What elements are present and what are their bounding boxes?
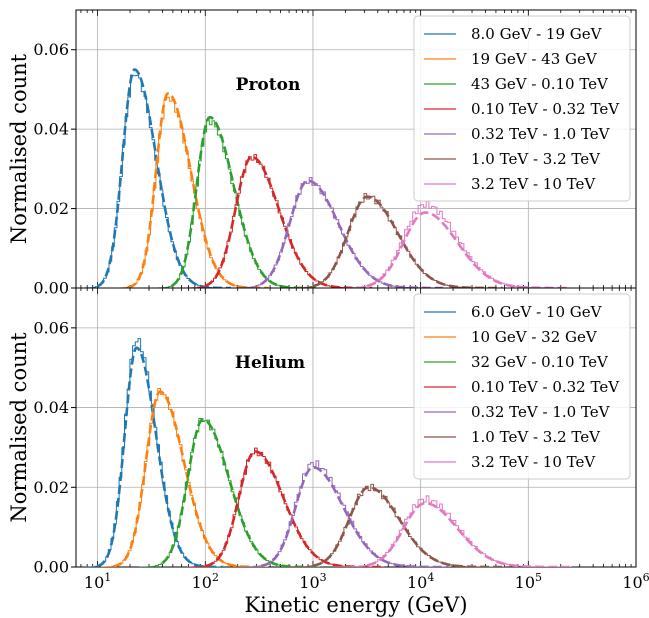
histogram-line (139, 418, 320, 567)
legend-box (413, 15, 631, 202)
x-tick-label: 104 (407, 571, 434, 592)
legend-entry: 43 GeV - 0.10 TeV (471, 75, 609, 93)
legend-entry: 1.0 TeV - 3.2 TeV (471, 428, 601, 446)
legend-entry: 0.10 TeV - 0.32 TeV (471, 100, 620, 118)
legend: 6.0 GeV - 10 GeV 10 GeV - 32 GeV 32 GeV - … (413, 293, 631, 480)
legend-entry: 0.32 TeV - 1.0 TeV (471, 125, 611, 143)
x-tick-label: 105 (515, 571, 542, 592)
y-tick-label: 0.04 (33, 398, 69, 417)
fit-curve (312, 195, 503, 288)
y-tick-label: 0.02 (33, 478, 69, 497)
histogram-line (183, 154, 375, 288)
fit-curve (113, 390, 267, 567)
histogram-line (286, 193, 504, 288)
y-tick-label: 0.00 (33, 279, 69, 298)
histogram-line (334, 495, 572, 567)
x-tick-label: 102 (192, 571, 219, 592)
y-tick-label: 0.04 (33, 120, 69, 139)
legend-entry: 3.2 TeV - 10 TeV (471, 175, 596, 193)
y-tick-label: 0.02 (33, 199, 69, 218)
helium-panel: 0.00 0.02 0.04 0.06 101 102 103 104 105 106 Normal… (7, 287, 649, 592)
fit-curve (260, 466, 449, 567)
legend-box (413, 293, 631, 480)
y-tick-label: 0.06 (33, 318, 69, 337)
histogram-line (231, 177, 444, 288)
x-tick-label: 101 (84, 571, 111, 592)
legend-entry: 32 GeV - 0.10 TeV (471, 353, 609, 371)
y-tick-label: 0.00 (33, 558, 69, 577)
fit-curve (127, 92, 269, 288)
legend: 8.0 GeV - 19 GeV 19 GeV - 43 GeV 43 GeV - … (413, 15, 631, 202)
x-tick-label: 106 (622, 571, 649, 592)
legend-entry: 1.0 TeV - 3.2 TeV (471, 150, 601, 168)
fit-curve (97, 346, 224, 567)
histogram-line (287, 483, 506, 567)
panel-title: Helium (235, 353, 305, 373)
x-tick-label: 103 (299, 571, 326, 592)
legend-entry: 10 GeV - 32 GeV (471, 328, 598, 346)
histogram-line (84, 74, 233, 288)
legend-entry: 8.0 GeV - 19 GeV (471, 25, 603, 43)
legend-entry: 19 GeV - 43 GeV (471, 50, 598, 68)
legend-entry: 6.0 GeV - 10 GeV (471, 303, 603, 321)
x-axis-title: Kinetic energy (GeV) (244, 593, 467, 617)
y-axis-title: Normalised count (7, 53, 31, 244)
fit-curve (367, 501, 570, 567)
fit-curve (161, 418, 319, 567)
y-axis-title: Normalised count (7, 332, 31, 523)
legend-entry: 3.2 TeV - 10 TeV (471, 453, 596, 471)
fit-curve (312, 485, 504, 567)
legend-entry: 0.10 TeV - 0.32 TeV (471, 378, 620, 396)
series-group (86, 338, 572, 567)
legend-entry: 0.32 TeV - 1.0 TeV (471, 403, 611, 421)
fit-curve (96, 68, 232, 288)
fit-curve (172, 116, 317, 288)
panel-title: Proton (236, 75, 301, 95)
y-tick-label: 0.06 (33, 40, 69, 59)
